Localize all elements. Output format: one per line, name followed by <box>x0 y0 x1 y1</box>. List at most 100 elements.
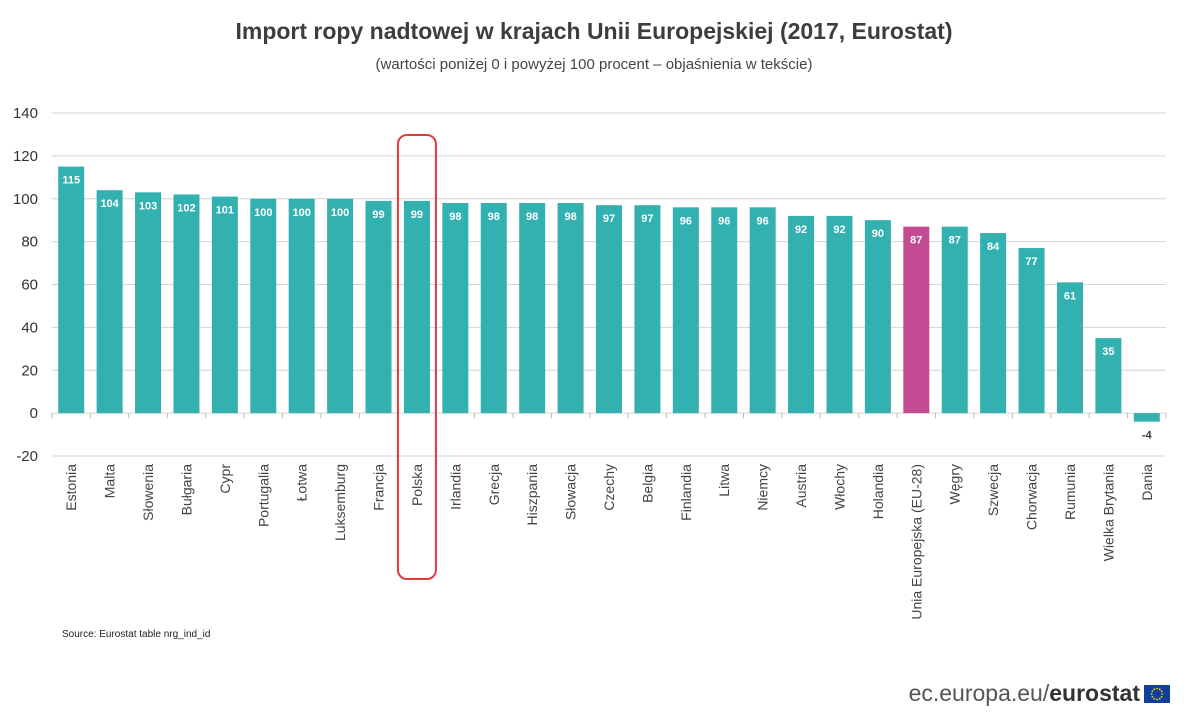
data-label: 101 <box>216 205 234 217</box>
x-tick-label: Estonia <box>63 464 79 511</box>
x-tick-label: Węgry <box>947 464 963 504</box>
y-tick-label: 60 <box>21 277 38 294</box>
x-tick-label: Wielka Brytania <box>1100 464 1116 561</box>
data-label: -4 <box>1142 430 1153 442</box>
data-label: 98 <box>488 211 500 223</box>
x-tick-label: Luksemburg <box>332 464 348 541</box>
bar <box>58 166 85 414</box>
bar <box>596 205 622 414</box>
data-label: 96 <box>680 215 692 227</box>
bar <box>1133 413 1160 422</box>
x-tick-label: Cypr <box>217 464 233 494</box>
bar <box>173 194 200 414</box>
x-tick-label: Niemcy <box>755 464 771 511</box>
bar <box>365 200 392 414</box>
data-label: 92 <box>833 224 845 236</box>
brand-name: eurostat <box>1049 680 1140 706</box>
data-label: 103 <box>139 200 157 212</box>
data-label: 102 <box>177 202 195 214</box>
y-tick-label: 20 <box>21 362 38 379</box>
bar <box>135 192 162 414</box>
bar <box>826 215 853 414</box>
data-label: 77 <box>1025 256 1037 268</box>
data-label: 99 <box>411 209 423 221</box>
x-tick-label: Belgia <box>639 464 655 503</box>
x-tick-label: Bułgaria <box>178 464 194 516</box>
x-tick-label: Francja <box>371 464 387 511</box>
bar <box>327 198 354 414</box>
data-label: 87 <box>949 235 961 247</box>
x-tick-label: Rumunia <box>1062 464 1078 520</box>
y-tick-label: 0 <box>30 405 38 422</box>
x-tick-label: Łotwa <box>294 464 310 502</box>
eurostat-logo: ec.europa.eu/eurostat <box>909 680 1170 707</box>
data-label: 92 <box>795 224 807 236</box>
y-tick-label: 80 <box>21 234 38 251</box>
data-label: 100 <box>331 207 349 219</box>
bar <box>749 207 776 414</box>
bar <box>250 198 277 414</box>
bar <box>864 220 891 414</box>
x-tick-label: Finlandia <box>678 464 694 521</box>
x-tick-label: Austria <box>793 464 809 508</box>
bar <box>288 198 315 414</box>
bar <box>1018 248 1045 414</box>
source-note: Source: Eurostat table nrg_ind_id <box>62 629 211 640</box>
y-tick-label: -20 <box>16 448 38 465</box>
data-label: 96 <box>718 215 730 227</box>
data-label: 98 <box>449 211 461 223</box>
data-label: 104 <box>100 198 119 210</box>
data-label: 100 <box>293 207 311 219</box>
eu-flag-icon <box>1144 684 1170 703</box>
x-tick-label: Hiszpania <box>524 464 540 526</box>
x-tick-label: Irlandia <box>447 464 463 510</box>
y-tick-label: 100 <box>13 191 38 208</box>
bar <box>403 200 430 414</box>
x-tick-label: Dania <box>1139 464 1155 501</box>
data-label: 100 <box>254 207 272 219</box>
bar <box>672 207 699 414</box>
data-label: 97 <box>641 213 653 225</box>
brand-prefix: ec.europa.eu/ <box>908 680 1050 706</box>
data-label: 98 <box>526 211 538 223</box>
y-tick-label: 140 <box>13 105 38 122</box>
bar <box>980 233 1007 414</box>
polska-highlight-frame <box>396 134 437 580</box>
data-label: 99 <box>372 209 384 221</box>
chart-title: Import ropy nadtowej w krajach Unii Euro… <box>235 18 953 44</box>
bar <box>711 207 738 414</box>
data-label: 84 <box>987 241 1000 253</box>
x-tick-label: Unia Europejska (EU-28) <box>908 464 924 620</box>
bar <box>211 196 238 414</box>
x-tick-label: Polska <box>409 464 425 506</box>
x-tick-label: Litwa <box>716 464 732 497</box>
bar <box>941 226 968 414</box>
x-tick-label: Słowenia <box>140 464 156 521</box>
bar <box>96 190 123 414</box>
y-tick-label: 120 <box>13 148 38 165</box>
bar <box>557 203 584 414</box>
bar <box>480 203 507 414</box>
x-tick-label: Holandia <box>870 464 886 519</box>
bar <box>903 226 930 414</box>
x-tick-label: Czechy <box>601 464 617 511</box>
data-label: 90 <box>872 228 884 240</box>
data-label: 115 <box>62 175 80 187</box>
x-tick-label: Portugalia <box>255 464 271 527</box>
x-tick-label: Grecja <box>486 464 502 505</box>
data-label: 97 <box>603 213 615 225</box>
x-tick-label: Chorwacja <box>1024 464 1040 530</box>
bar <box>442 203 469 414</box>
x-tick-label: Malta <box>102 464 118 498</box>
y-tick-label: 40 <box>21 319 38 336</box>
x-tick-label: Słowacja <box>563 464 579 520</box>
bar <box>1056 282 1083 414</box>
data-label: 35 <box>1102 346 1114 358</box>
bar <box>634 205 661 414</box>
data-label: 98 <box>564 211 576 223</box>
data-label: 96 <box>757 215 769 227</box>
data-label: 61 <box>1064 290 1076 302</box>
x-tick-label: Szwecja <box>985 464 1001 516</box>
x-tick-label: Włochy <box>831 464 847 510</box>
